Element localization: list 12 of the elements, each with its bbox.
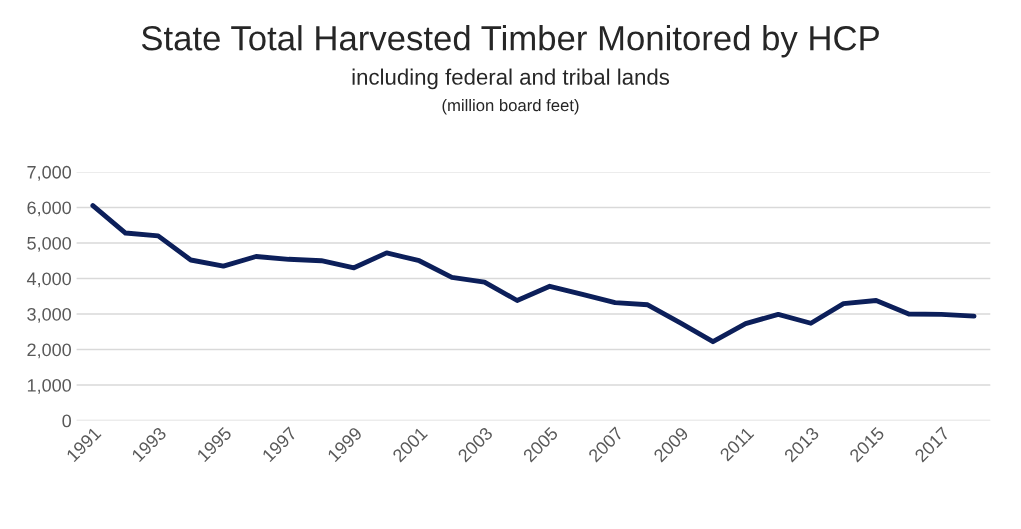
line-series [90, 203, 977, 345]
chart-subtitle: including federal and tribal lands [352, 68, 670, 90]
y-tick-label: 2,000 [27, 343, 72, 359]
y-tick-label: 7,000 [27, 165, 72, 181]
y-tick-label: 5,000 [27, 236, 72, 252]
y-tick-label: 3,000 [27, 307, 72, 323]
y-tick-label: 6,000 [27, 201, 72, 217]
chart-title: State Total Harvested Timber Monitored by HCP [141, 25, 879, 58]
y-tick-label: 0 [62, 414, 72, 428]
text: (million board feet) [442, 99, 579, 115]
y-tick-label: 1,000 [27, 378, 72, 394]
y-tick-label: 4,000 [26, 272, 72, 288]
